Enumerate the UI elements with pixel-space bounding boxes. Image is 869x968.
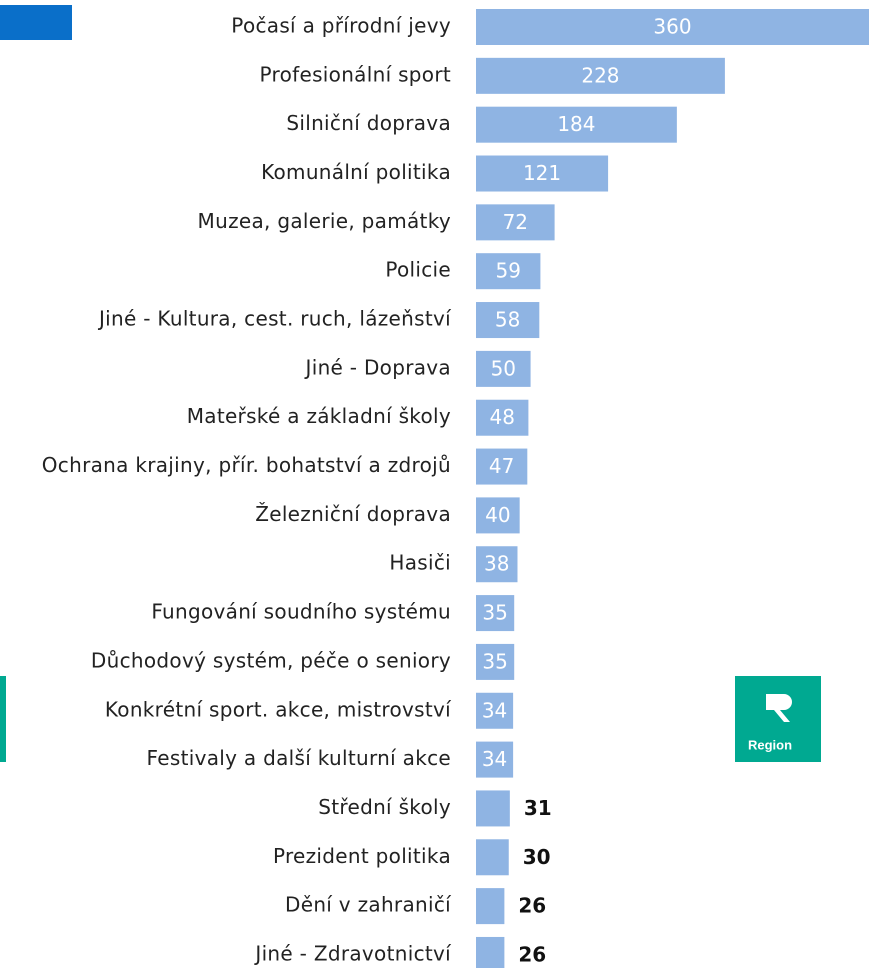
- category-label: Konkrétní sport. akce, mistrovství: [105, 697, 452, 721]
- value-label: 58: [495, 308, 520, 332]
- bar: [476, 204, 555, 241]
- bar: [476, 888, 505, 925]
- bar: [476, 595, 515, 632]
- value-label: 59: [495, 259, 520, 283]
- value-label: 34: [482, 747, 507, 771]
- value-label: 47: [489, 454, 514, 478]
- category-label: Policie: [385, 258, 451, 282]
- bar: [476, 302, 540, 339]
- category-label: Jiné - Zdravotnictví: [253, 941, 452, 965]
- side-accent: [0, 676, 6, 762]
- bar: [476, 399, 529, 436]
- logo: Region: [735, 676, 821, 762]
- value-label: 34: [482, 698, 507, 722]
- category-label: Fungování soudního systému: [151, 600, 451, 624]
- category-label: Profesionální sport: [260, 62, 451, 86]
- bar: [476, 643, 515, 680]
- category-label: Jiné - Doprava: [304, 355, 451, 379]
- category-label: Muzea, galerie, památky: [198, 209, 451, 233]
- category-label: Železniční doprava: [255, 502, 451, 526]
- bar: [476, 790, 510, 827]
- category-label: Počasí a přírodní jevy: [231, 14, 451, 38]
- category-label: Komunální politika: [261, 160, 451, 184]
- bar: [476, 106, 677, 143]
- bar: [476, 350, 531, 387]
- category-label: Střední školy: [318, 795, 451, 819]
- category-label: Mateřské a základní školy: [187, 404, 451, 428]
- category-label: Festivaly a další kulturní akce: [147, 746, 451, 770]
- bar: [476, 57, 725, 94]
- value-label: 35: [482, 649, 507, 673]
- value-label: 184: [557, 112, 595, 136]
- category-label: Dění v zahraničí: [285, 893, 452, 917]
- logo-icon: [766, 694, 792, 722]
- bar: [476, 253, 541, 290]
- category-label: Jiné - Kultura, cest. ruch, lázeňství: [97, 307, 452, 331]
- value-label: 50: [491, 356, 516, 380]
- value-label: 26: [518, 942, 546, 966]
- logo-box: [735, 676, 821, 762]
- value-label: 121: [523, 161, 561, 185]
- value-label: 48: [489, 405, 514, 429]
- bar: [476, 9, 869, 45]
- value-label: 228: [581, 63, 619, 87]
- value-label: 360: [653, 15, 691, 39]
- category-label: Silniční doprava: [286, 111, 451, 135]
- category-label: Důchodový systém, péče o seniory: [91, 648, 451, 672]
- category-label: Ochrana krajiny, přír. bohatství a zdroj…: [42, 453, 451, 477]
- bar: [476, 741, 514, 778]
- category-label: Prezident politika: [273, 844, 451, 868]
- category-label: Hasiči: [389, 551, 451, 575]
- bar: [476, 936, 505, 968]
- corner-block: [0, 5, 72, 40]
- value-label: 30: [523, 845, 551, 869]
- value-label: 35: [482, 601, 507, 625]
- value-label: 40: [485, 503, 510, 527]
- value-label: 38: [484, 552, 509, 576]
- bar: [476, 546, 518, 583]
- logo-text: Region: [748, 737, 792, 752]
- bar: [476, 497, 520, 534]
- bar: [476, 692, 514, 729]
- value-label: 72: [503, 210, 528, 234]
- value-label: 26: [518, 894, 546, 918]
- value-label: 31: [524, 796, 552, 820]
- bar: [476, 839, 509, 876]
- bar: [476, 155, 609, 192]
- bar: [476, 448, 528, 485]
